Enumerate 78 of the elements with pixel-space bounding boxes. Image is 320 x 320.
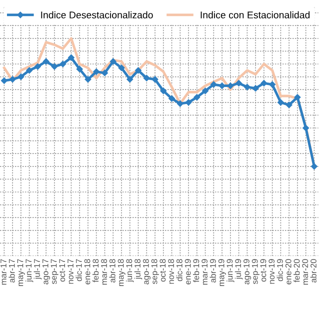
point <box>202 88 208 94</box>
x-tick-label: nov-18 <box>168 259 174 284</box>
x-tick-label: jul-19 <box>234 259 243 280</box>
legend-label: Indice Desestacionalizado <box>41 11 153 18</box>
x-tick-label: mar-20 <box>302 259 308 285</box>
x-tick-label: abr-19 <box>210 259 216 283</box>
x-tick-label: jun-18 <box>126 259 134 282</box>
point <box>126 76 134 83</box>
point <box>269 81 276 88</box>
x-tick-label: nov-17 <box>68 259 74 284</box>
point <box>278 99 284 106</box>
point <box>194 94 200 100</box>
x-tick-label: nov-19 <box>268 259 275 284</box>
x-tick-label: ago-17 <box>42 259 50 284</box>
x-tick-label: ago-19 <box>244 259 252 284</box>
point <box>286 102 292 108</box>
x-tick-label: ago-18 <box>142 259 151 284</box>
point <box>143 74 150 82</box>
x-tick-label: abr-18 <box>109 259 116 283</box>
x-tick-label: dic-19 <box>276 259 283 282</box>
point <box>42 58 50 65</box>
point <box>260 80 268 86</box>
point <box>9 76 16 83</box>
point <box>160 88 167 94</box>
x-tick-label: oct-18 <box>160 259 166 282</box>
point <box>93 68 100 75</box>
point <box>84 76 92 83</box>
x-tick-label: dic-17 <box>76 259 82 282</box>
x-tick-label: dic-18 <box>176 259 182 282</box>
x-tick-label: oct-17 <box>59 259 66 282</box>
point <box>168 95 175 102</box>
x-tick-label: jul-18 <box>134 259 142 280</box>
point <box>1 77 8 84</box>
point <box>294 94 301 100</box>
point <box>302 124 309 132</box>
x-tick-label: mar-19 <box>202 259 208 285</box>
x-tick-label: ene-19 <box>184 259 191 284</box>
point <box>60 60 66 68</box>
point <box>51 63 58 70</box>
x-tick-label: may-19 <box>218 259 226 286</box>
x-tick-label: jul-17 <box>34 259 42 280</box>
point <box>311 163 318 170</box>
point <box>18 74 24 80</box>
point <box>135 67 142 74</box>
x-tick-label: mar-17 <box>0 259 6 285</box>
point <box>252 85 259 92</box>
point <box>76 66 83 72</box>
x-tick-label: mar-18 <box>101 259 107 285</box>
point <box>244 84 250 90</box>
x-tick-label: sep-19 <box>252 259 260 284</box>
point <box>176 100 184 107</box>
x-tick-label: sep-17 <box>50 259 58 284</box>
x-tick-label: may-17 <box>17 259 25 286</box>
point <box>110 58 116 65</box>
point <box>118 64 125 71</box>
x-tick-label: jun-17 <box>25 259 34 282</box>
x-tick-label: ene-18 <box>84 259 90 284</box>
x-tick-label: feb-18 <box>92 259 99 282</box>
point <box>227 82 234 89</box>
legend-label: Indice con Estacionalidad <box>200 11 310 18</box>
x-tick-label: oct-19 <box>260 259 266 282</box>
point <box>185 99 192 106</box>
x-tick-label: abr-20 <box>310 259 316 283</box>
point <box>26 67 32 74</box>
point <box>34 63 41 70</box>
x-tick-label: sep-18 <box>151 259 159 284</box>
x-tick-label: feb-20 <box>294 259 300 282</box>
point <box>152 76 158 83</box>
x-tick-label: may-18 <box>118 259 126 286</box>
x-tick-label: jun-19 <box>226 259 234 282</box>
x-tick-label: abr-17 <box>8 259 15 283</box>
x-tick-label: feb-19 <box>193 259 200 282</box>
x-tick-label: ene-20 <box>285 259 292 284</box>
point <box>236 80 242 86</box>
point <box>68 54 74 61</box>
point <box>102 70 108 76</box>
point <box>210 81 217 88</box>
point <box>218 82 226 89</box>
